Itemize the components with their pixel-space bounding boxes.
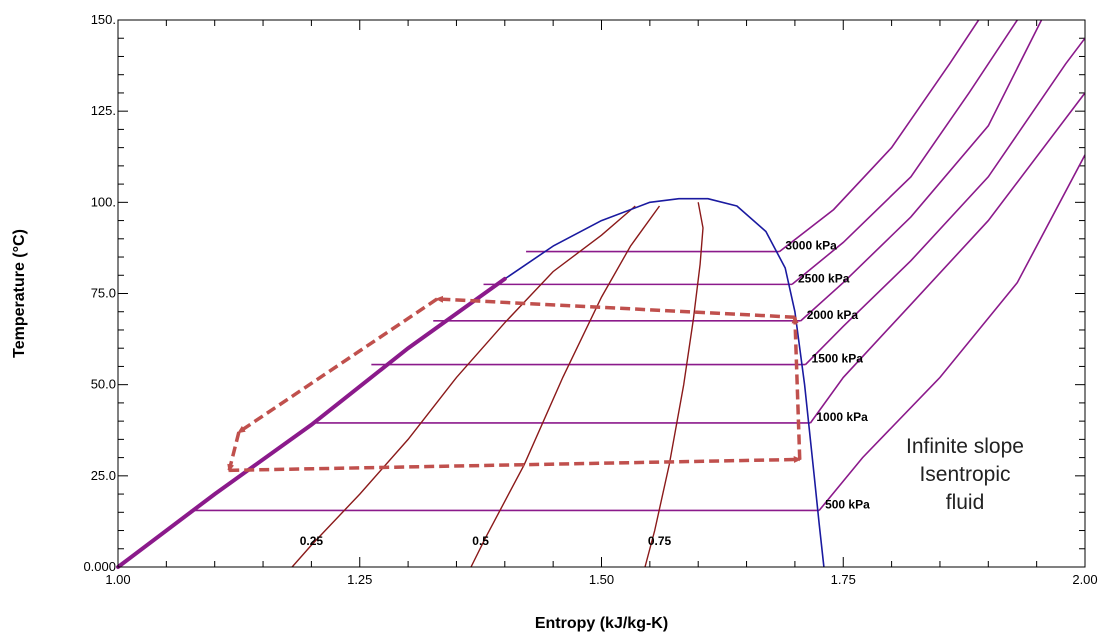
x-tick-label: 1.50 bbox=[589, 572, 614, 587]
isobar-label: 2500 kPa bbox=[798, 271, 850, 285]
y-tick-label: 0.000 bbox=[83, 559, 116, 574]
isobar-layer bbox=[190, 20, 1085, 512]
isobar-superheat bbox=[804, 37, 1085, 366]
cycle-segment bbox=[791, 315, 802, 460]
isobar-label: 3000 kPa bbox=[785, 239, 837, 253]
cycle-segment bbox=[227, 431, 241, 473]
y-axis-title: Temperature (°C) bbox=[11, 229, 28, 358]
quality-label: 0.25 bbox=[300, 534, 324, 548]
x-axis-title: Entropy (kJ/kg-K) bbox=[535, 615, 668, 632]
isobar-superheat bbox=[800, 20, 1043, 322]
label-layer: 1.00 1.25 1.50 1.75 2.00 0.000 25.0 50.0 75.0 100… bbox=[11, 12, 1098, 632]
isobar-superheat bbox=[791, 20, 1018, 286]
y-tick-label: 75.0 bbox=[91, 286, 116, 301]
x-tick-label: 2.00 bbox=[1072, 572, 1097, 587]
isobar-label: 500 kPa bbox=[825, 497, 870, 511]
cycle-layer bbox=[227, 295, 802, 473]
y-tick-label: 150. bbox=[91, 12, 116, 27]
isobar-superheat bbox=[778, 20, 980, 253]
quality-line bbox=[470, 205, 661, 567]
isobar-superheat bbox=[818, 154, 1085, 512]
isobar-superheat bbox=[809, 92, 1085, 424]
quality-label: 0.75 bbox=[648, 534, 672, 548]
plot-frame bbox=[117, 19, 1086, 568]
isobar-label: 2000 kPa bbox=[807, 308, 859, 322]
saturation-dome-layer bbox=[116, 197, 825, 569]
cycle-segment bbox=[237, 297, 439, 434]
annotation-line: fluid bbox=[946, 491, 985, 514]
cycle-segment bbox=[229, 456, 802, 473]
annotation-line: Infinite slope bbox=[906, 435, 1024, 458]
quality-line bbox=[644, 202, 704, 567]
y-tick-label: 125. bbox=[91, 103, 116, 118]
plot-frame-layer bbox=[117, 19, 1086, 568]
x-tick-label: 1.75 bbox=[831, 572, 856, 587]
quality-line bbox=[291, 205, 636, 567]
y-tick-label: 25.0 bbox=[91, 468, 116, 483]
quality-label: 0.5 bbox=[472, 534, 489, 548]
quality-line-layer bbox=[291, 202, 704, 567]
isobar-label: 1500 kPa bbox=[812, 352, 864, 366]
saturation-dome bbox=[117, 197, 825, 568]
y-tick-label: 100. bbox=[91, 194, 116, 209]
y-tick-label: 50.0 bbox=[91, 377, 116, 392]
x-tick-label: 1.25 bbox=[347, 572, 372, 587]
saturated-liquid-line bbox=[116, 276, 507, 569]
x-tick-label: 1.00 bbox=[105, 572, 130, 587]
annotation-line: Isentropic bbox=[919, 463, 1010, 486]
cycle-segment bbox=[435, 295, 795, 319]
isobar-label: 1000 kPa bbox=[816, 410, 868, 424]
